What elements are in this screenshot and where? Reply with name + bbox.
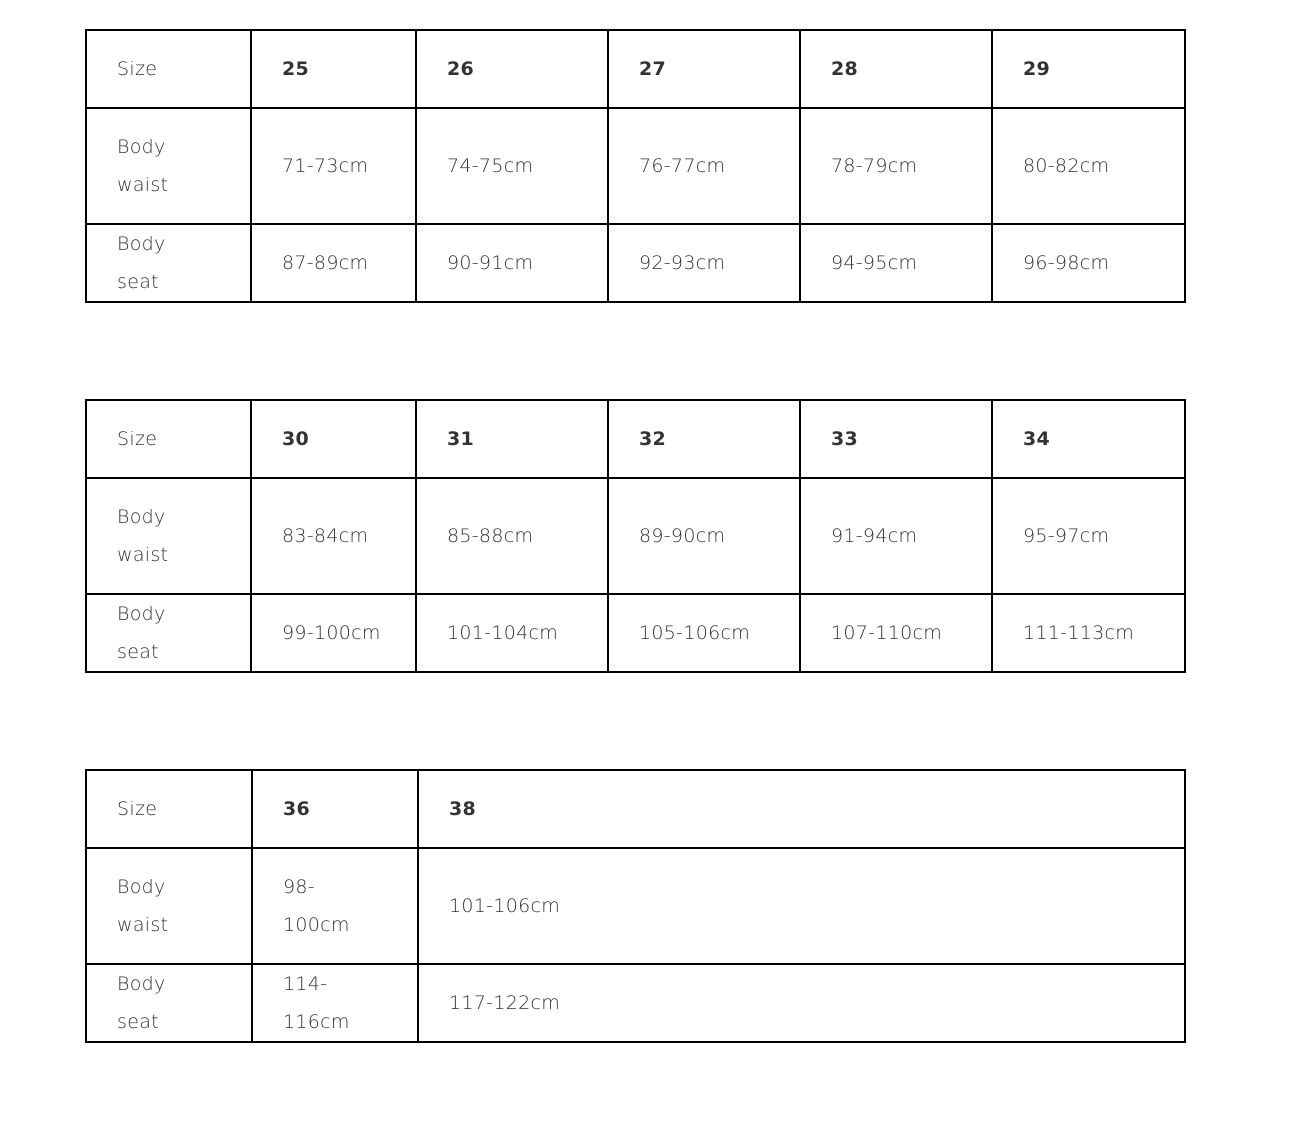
measurement-cell: 107-110cm <box>799 593 993 673</box>
size-row: Size 30 31 32 33 34 <box>85 399 1186 479</box>
size-chart-table: Size 25 26 27 28 29 Body waist 71-73cm 74-75cm 76… <box>85 29 1186 303</box>
measurement-cell: 87-89cm <box>250 223 417 303</box>
size-header-cell: 38 <box>417 769 1186 849</box>
size-header-cell: 27 <box>607 29 801 109</box>
size-header-cell: 33 <box>799 399 993 479</box>
measurement-cell: 89-90cm <box>607 477 801 595</box>
size-row: Size 36 38 <box>85 769 1186 849</box>
row-label: Body seat <box>85 593 252 673</box>
body-waist-row: Body waist 83-84cm 85-88cm 89-90cm 91-94cm 95… <box>85 477 1186 595</box>
measurement-cell: 101-104cm <box>415 593 609 673</box>
size-row: Size 25 26 27 28 29 <box>85 29 1186 109</box>
body-seat-row: Body seat 87-89cm 90-91cm 92-93cm 94-95cm 96-… <box>85 223 1186 303</box>
row-label: Body seat <box>85 963 253 1043</box>
measurement-cell: 83-84cm <box>250 477 417 595</box>
size-header-cell: 31 <box>415 399 609 479</box>
measurement-cell: 91-94cm <box>799 477 993 595</box>
measurement-cell: 85-88cm <box>415 477 609 595</box>
size-header-cell: 26 <box>415 29 609 109</box>
measurement-cell: 111-113cm <box>991 593 1186 673</box>
measurement-cell: 117-122cm <box>417 963 1186 1043</box>
body-waist-row: Body waist 98-100cm 101-106cm <box>85 847 1186 965</box>
measurement-cell: 105-106cm <box>607 593 801 673</box>
row-label: Body waist <box>85 847 253 965</box>
measurement-cell: 74-75cm <box>415 107 609 225</box>
row-label: Size <box>85 29 252 109</box>
measurement-cell: 76-77cm <box>607 107 801 225</box>
row-label: Body waist <box>85 477 252 595</box>
size-chart-table: Size 30 31 32 33 34 Body waist 83-84cm 85-88cm 89… <box>85 399 1186 673</box>
size-header-cell: 36 <box>251 769 419 849</box>
size-header-cell: 25 <box>250 29 417 109</box>
size-header-cell: 29 <box>991 29 1186 109</box>
measurement-cell: 78-79cm <box>799 107 993 225</box>
measurement-cell: 92-93cm <box>607 223 801 303</box>
row-label: Size <box>85 399 252 479</box>
body-waist-row: Body waist 71-73cm 74-75cm 76-77cm 78-79cm 80… <box>85 107 1186 225</box>
measurement-cell: 80-82cm <box>991 107 1186 225</box>
size-chart-table: Size 36 38 Body waist 98-100cm 101-106cm Body … <box>85 769 1186 1043</box>
measurement-cell: 90-91cm <box>415 223 609 303</box>
body-seat-row: Body seat 99-100cm 101-104cm 105-106cm 107-1… <box>85 593 1186 673</box>
measurement-cell: 95-97cm <box>991 477 1186 595</box>
body-seat-row: Body seat 114-116cm 117-122cm <box>85 963 1186 1043</box>
measurement-cell: 101-106cm <box>417 847 1186 965</box>
measurement-cell: 114-116cm <box>251 963 419 1043</box>
measurement-cell: 98-100cm <box>251 847 419 965</box>
size-header-cell: 30 <box>250 399 417 479</box>
measurement-cell: 96-98cm <box>991 223 1186 303</box>
row-label: Body waist <box>85 107 252 225</box>
measurement-cell: 99-100cm <box>250 593 417 673</box>
size-header-cell: 34 <box>991 399 1186 479</box>
measurement-cell: 71-73cm <box>250 107 417 225</box>
size-header-cell: 32 <box>607 399 801 479</box>
measurement-cell: 94-95cm <box>799 223 993 303</box>
row-label: Size <box>85 769 253 849</box>
row-label: Body seat <box>85 223 252 303</box>
size-header-cell: 28 <box>799 29 993 109</box>
